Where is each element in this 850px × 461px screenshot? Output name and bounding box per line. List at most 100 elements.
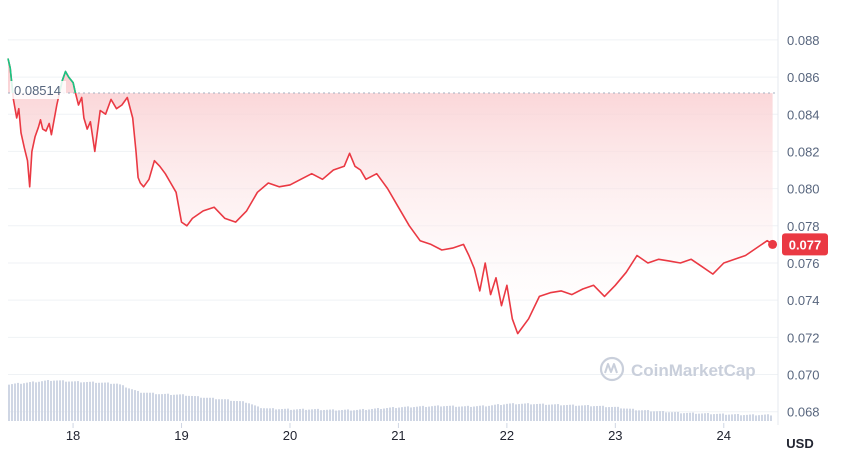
volume-bar <box>224 399 226 421</box>
volume-bar <box>653 411 655 421</box>
volume-bar <box>140 392 142 421</box>
volume-bar <box>410 407 412 421</box>
volume-bar <box>284 408 286 421</box>
volume-bar <box>212 397 214 421</box>
current-price-label: 0.077 <box>789 237 822 252</box>
volume-bar <box>509 403 511 421</box>
volume-bar <box>341 410 343 421</box>
volume-bar <box>662 411 664 421</box>
volume-bar <box>242 401 244 421</box>
volume-bar <box>398 407 400 421</box>
volume-bar <box>206 397 208 421</box>
volume-bar <box>605 407 607 421</box>
x-tick-label: 24 <box>717 428 731 443</box>
volume-bar <box>296 409 298 421</box>
volume-bar <box>371 408 373 421</box>
volume-bar <box>317 408 319 421</box>
volume-bar <box>716 413 718 421</box>
volume-bar <box>545 404 547 421</box>
volume-bar <box>446 405 448 421</box>
volume-bar <box>311 409 313 421</box>
volume-bar <box>164 393 166 421</box>
volume-bar <box>764 414 766 421</box>
volume-bar <box>746 414 748 421</box>
x-tick-label: 18 <box>66 428 80 443</box>
volume-bar <box>62 380 64 421</box>
volume-bar <box>707 413 709 421</box>
volume-bar <box>176 394 178 421</box>
volume-bar <box>278 409 280 421</box>
volume-bar <box>167 393 169 421</box>
volume-bar <box>113 383 115 421</box>
volume-bar <box>200 397 202 421</box>
volume-bar <box>74 381 76 421</box>
volume-bar <box>239 401 241 421</box>
volume-bar <box>35 382 37 421</box>
y-tick-label: 0.072 <box>787 330 820 345</box>
volume-bar <box>218 399 220 421</box>
volume-bar <box>560 405 562 421</box>
volume-bar <box>125 387 127 421</box>
volume-bar <box>647 410 649 421</box>
volume-bar <box>386 408 388 421</box>
volume-bar <box>215 399 217 421</box>
y-tick-label: 0.078 <box>787 219 820 234</box>
volume-bar <box>767 414 769 421</box>
volume-bar <box>668 412 670 421</box>
volume-bar <box>332 409 334 421</box>
volume-bar <box>623 408 625 421</box>
volume-bar <box>47 380 49 421</box>
volume-bar <box>428 406 430 421</box>
volume-bar <box>602 405 604 421</box>
volume-bar <box>671 412 673 421</box>
volume-bar <box>521 403 523 421</box>
volume-bar <box>254 405 256 421</box>
volume-bar <box>641 410 643 421</box>
volume-bar <box>65 381 67 421</box>
volume-bar <box>743 415 745 421</box>
volume-bar <box>551 404 553 421</box>
volume-bar <box>23 383 25 421</box>
volume-bar <box>524 403 526 421</box>
volume-bar <box>725 414 727 421</box>
volume-bar <box>86 382 88 421</box>
coinmarketcap-logo-icon <box>599 356 625 382</box>
volume-bar <box>32 381 34 421</box>
volume-bar <box>170 394 172 421</box>
volume-bar <box>518 404 520 421</box>
volume-bar <box>122 385 124 421</box>
volume-bar <box>80 382 82 421</box>
volume-bar <box>53 380 55 421</box>
volume-bar <box>458 406 460 421</box>
volume-bar <box>686 412 688 421</box>
volume-bar <box>476 406 478 421</box>
volume-bar <box>257 406 259 421</box>
volume-bar <box>275 409 277 421</box>
y-axis: 0.088 0.086 0.084 0.082 0.080 0.078 0.076 0.074… <box>777 0 820 425</box>
volume-bar <box>347 409 349 421</box>
volume-bar <box>608 407 610 421</box>
volume-bar <box>320 410 322 421</box>
volume-bar <box>572 404 574 421</box>
volume-bar <box>473 406 475 421</box>
volume-bar <box>263 408 265 421</box>
volume-bar <box>770 415 772 421</box>
volume-bar <box>374 408 376 421</box>
volume-bar <box>581 405 583 421</box>
volume-bar <box>626 408 628 421</box>
volume-bar <box>491 405 493 421</box>
y-tick-label: 0.080 <box>787 182 820 197</box>
volume-bar <box>356 409 358 421</box>
volume-bar <box>227 399 229 421</box>
volume-bar <box>536 404 538 421</box>
volume-bar <box>95 382 97 421</box>
volume-bar <box>50 380 52 421</box>
volume-bar <box>704 413 706 421</box>
volume-bar <box>416 406 418 421</box>
volume-bar <box>650 411 652 421</box>
volume-bar <box>350 410 352 421</box>
volume-bar <box>590 406 592 421</box>
volume-bar <box>236 401 238 421</box>
volume-bar <box>701 413 703 421</box>
